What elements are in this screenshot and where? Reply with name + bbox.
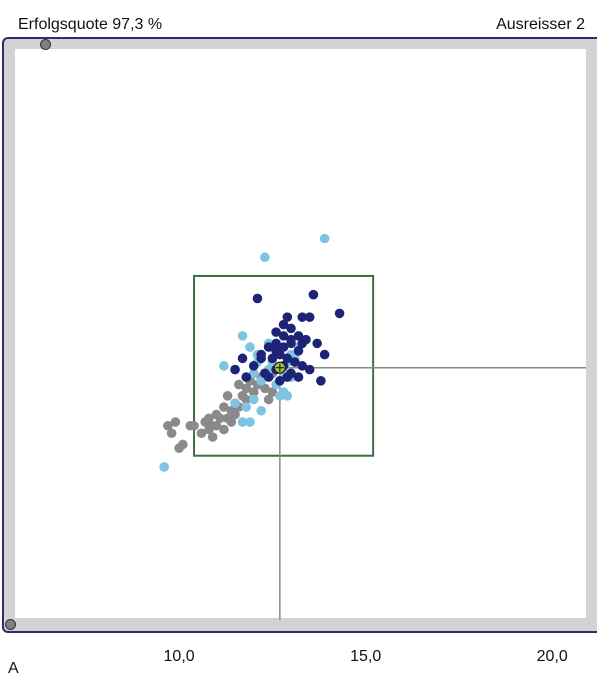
outlier-count-label: Ausreisser 2 [496, 16, 585, 33]
data-point [286, 334, 296, 345]
data-point [230, 409, 240, 420]
data-point [293, 331, 304, 341]
data-point [289, 357, 300, 367]
data-point [282, 312, 293, 322]
data-point [304, 312, 315, 322]
data-point [293, 372, 304, 382]
data-point [241, 383, 252, 394]
data-point [286, 323, 296, 334]
frame-handle-bottom[interactable] [5, 619, 16, 630]
data-point [241, 394, 252, 405]
data-point [271, 327, 281, 337]
data-point [163, 420, 173, 431]
data-point [219, 402, 229, 412]
data-point [230, 364, 240, 375]
data-point [282, 353, 293, 364]
data-point [219, 424, 229, 435]
data-point [275, 376, 285, 386]
data-point [204, 413, 214, 424]
data-point [304, 364, 315, 375]
data-point [241, 402, 252, 412]
data-point [248, 394, 259, 405]
data-point [207, 420, 218, 431]
data-point [219, 361, 229, 371]
data-point [159, 462, 169, 472]
data-point [234, 379, 244, 390]
data-point [312, 338, 322, 349]
data-point [282, 372, 293, 382]
x-tick-label: 20,0 [536, 648, 568, 665]
data-point [207, 432, 218, 442]
data-point [263, 394, 274, 405]
data-point [237, 331, 248, 341]
tolerance-box [193, 274, 375, 457]
data-point [245, 417, 255, 427]
frame-handle-top[interactable] [40, 39, 51, 50]
data-point [297, 361, 308, 371]
data-point [271, 346, 281, 356]
data-point [308, 289, 319, 300]
data-point [256, 376, 266, 386]
data-point [196, 428, 207, 439]
data-point [245, 342, 255, 352]
data-point [319, 233, 330, 244]
data-point [282, 390, 293, 401]
data-point [267, 353, 278, 364]
data-point [297, 338, 308, 349]
x-tick-label: 15,0 [350, 648, 382, 665]
data-point [334, 308, 345, 319]
data-point [230, 398, 240, 409]
data-point [278, 319, 289, 330]
data-point [226, 417, 237, 427]
data-point [260, 252, 270, 263]
data-point [215, 413, 225, 424]
data-point [256, 405, 266, 416]
data-point [278, 342, 289, 352]
data-point [178, 439, 188, 450]
success-rate-label: Erfolgsquote 97,3 % [18, 16, 163, 33]
data-point [260, 383, 270, 394]
data-point [278, 331, 289, 341]
x-tick-label: 10,0 [163, 648, 195, 665]
data-point [241, 372, 252, 382]
data-point [297, 312, 308, 322]
data-point [248, 387, 259, 397]
data-point [252, 293, 263, 304]
data-point [256, 349, 266, 360]
data-point [263, 372, 274, 382]
data-point [271, 338, 281, 349]
data-point [170, 417, 181, 427]
data-point [319, 349, 330, 360]
data-point [263, 342, 274, 352]
data-point [166, 428, 177, 439]
data-point [189, 420, 199, 431]
data-point [267, 387, 278, 397]
data-point [237, 353, 248, 364]
data-point [248, 361, 259, 371]
data-point [293, 346, 304, 356]
data-point [248, 368, 259, 379]
data-point [237, 417, 248, 427]
corner-label: A [8, 660, 19, 677]
data-point [316, 376, 326, 386]
data-point [222, 390, 233, 401]
